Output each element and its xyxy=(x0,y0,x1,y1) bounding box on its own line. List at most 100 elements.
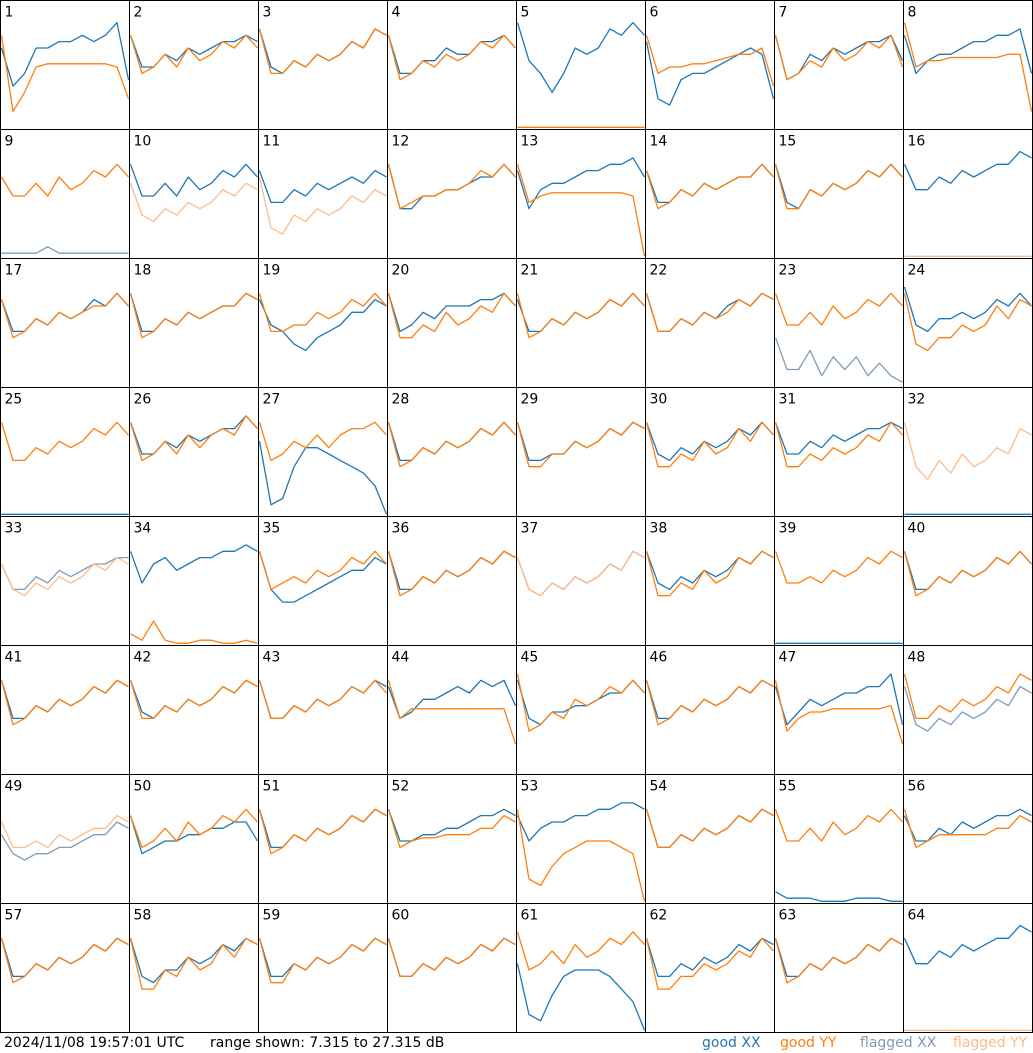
panel-frame xyxy=(645,258,775,388)
spectrum-line xyxy=(645,679,774,726)
panel-frame xyxy=(0,258,130,388)
spectrum-line xyxy=(903,28,1033,75)
panel-frame xyxy=(903,903,1033,1033)
panel-number: 35 xyxy=(263,521,281,537)
spectrum-line xyxy=(0,821,129,861)
panel-number: 63 xyxy=(779,908,797,924)
spectrum-line xyxy=(645,35,775,87)
spectrum-line xyxy=(774,421,903,455)
spectrum-line xyxy=(387,680,517,745)
panel-frame xyxy=(129,645,259,775)
panel-number: 10 xyxy=(134,134,152,150)
spectrum-line xyxy=(258,421,387,462)
spectrum-line xyxy=(258,298,387,352)
panel-frame xyxy=(645,774,775,904)
panel-number: 59 xyxy=(263,908,281,924)
panel-frame xyxy=(903,258,1033,388)
panel-number: 38 xyxy=(650,521,668,537)
spectrum-line xyxy=(774,937,903,984)
spectrum-line xyxy=(645,163,774,210)
spectrum-line xyxy=(0,163,129,197)
panel-number: 48 xyxy=(908,650,926,666)
panel-frame xyxy=(129,258,259,388)
spectrum-line xyxy=(516,550,645,597)
spectrum-line xyxy=(258,679,387,720)
panel-frame xyxy=(903,0,1033,130)
panel-frame xyxy=(774,645,904,775)
panel-frame xyxy=(387,774,517,904)
panel-number: 28 xyxy=(392,392,410,408)
spectrum-line xyxy=(129,163,258,197)
spectrum-line xyxy=(129,182,258,223)
panel-number: 39 xyxy=(779,521,797,537)
panel-number: 7 xyxy=(779,5,788,21)
panel-frame xyxy=(258,903,388,1033)
panel-frame xyxy=(903,516,1033,646)
panel-number: 17 xyxy=(5,263,23,279)
panel-number: 40 xyxy=(908,521,926,537)
spectrum-line xyxy=(774,337,903,383)
spectrum-line xyxy=(0,679,129,726)
panel-number: 55 xyxy=(779,779,797,795)
panel-number: 29 xyxy=(521,392,539,408)
panel-number: 27 xyxy=(263,392,281,408)
spectrum-line xyxy=(516,157,646,210)
panel-frame xyxy=(129,774,259,904)
spectrum-line xyxy=(645,41,775,106)
spectrum-line xyxy=(516,809,646,902)
panel-number: 50 xyxy=(134,779,152,795)
spectrum-line xyxy=(258,176,387,235)
panel-number: 32 xyxy=(908,392,926,408)
spectrum-line xyxy=(774,550,903,584)
panel-frame xyxy=(0,516,130,646)
spectrum-line xyxy=(645,937,774,990)
panel-frame xyxy=(516,774,646,904)
panel-number: 14 xyxy=(650,134,668,150)
spectrum-line xyxy=(129,415,258,462)
spectrum-line xyxy=(387,679,517,720)
panel-frame xyxy=(0,903,130,1033)
spectrum-line xyxy=(387,34,516,81)
panel-number: 30 xyxy=(650,392,668,408)
spectrum-line xyxy=(774,421,903,468)
panel-frame xyxy=(387,129,517,259)
panel-number: 24 xyxy=(908,263,926,279)
spectrum-line xyxy=(0,21,130,87)
spectrum-line xyxy=(387,292,516,339)
spectrum-line xyxy=(516,21,645,94)
panel-number: 23 xyxy=(779,263,797,279)
panel-frame xyxy=(387,903,517,1033)
spectrum-line xyxy=(774,292,903,326)
panel-frame xyxy=(0,387,130,517)
panel-number: 4 xyxy=(392,5,401,21)
spectrum-line xyxy=(645,421,774,468)
panel-number: 20 xyxy=(392,263,410,279)
panel-number: 33 xyxy=(5,521,23,537)
spectrum-line xyxy=(774,808,903,842)
panel-frame xyxy=(774,129,904,259)
panel-number: 21 xyxy=(521,263,539,279)
spectrum-line xyxy=(903,673,1032,720)
spectrum-line xyxy=(516,673,645,732)
panel-frame xyxy=(258,0,388,130)
panel-frame xyxy=(516,387,646,517)
panel-frame xyxy=(903,387,1033,517)
spectrum-line xyxy=(516,802,645,842)
spectrum-line xyxy=(903,924,1032,965)
legend-entry: flagged XX xyxy=(860,1035,937,1051)
spectrum-line xyxy=(516,164,646,257)
panel-number: 54 xyxy=(650,779,668,795)
timestamp: 2024/11/08 19:57:01 UTC xyxy=(4,1035,184,1051)
spectrum-line xyxy=(516,963,646,1031)
spectrum-line xyxy=(387,550,516,597)
panel-number: 5 xyxy=(521,5,530,21)
spectrum-line xyxy=(387,937,516,978)
panel-frame xyxy=(129,903,259,1033)
spectrum-line xyxy=(903,808,1032,842)
spectrum-line xyxy=(129,34,258,68)
panel-number: 13 xyxy=(521,134,539,150)
spectrum-line xyxy=(0,292,129,339)
panel-frame xyxy=(129,0,259,130)
panel-frame xyxy=(903,645,1033,775)
